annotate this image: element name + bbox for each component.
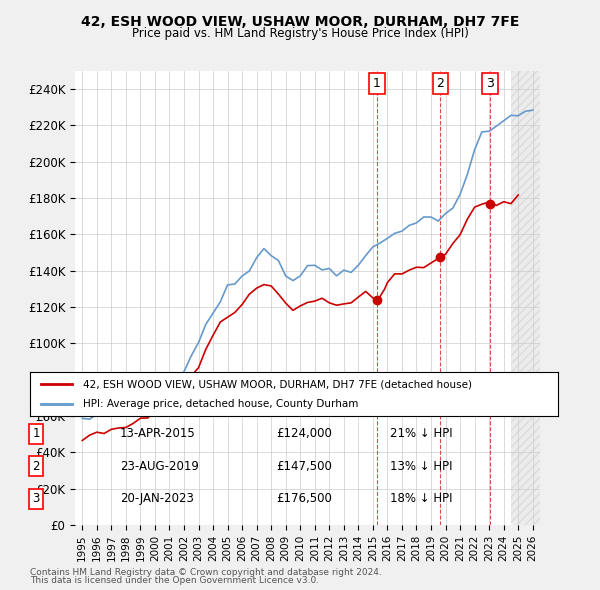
Text: Contains HM Land Registry data © Crown copyright and database right 2024.: Contains HM Land Registry data © Crown c… (30, 568, 382, 577)
Text: 18% ↓ HPI: 18% ↓ HPI (390, 492, 452, 505)
Text: 13% ↓ HPI: 13% ↓ HPI (390, 460, 452, 473)
Text: 20-JAN-2023: 20-JAN-2023 (120, 492, 194, 505)
Text: 3: 3 (486, 77, 494, 90)
Bar (511, 71, 540, 525)
Text: 21% ↓ HPI: 21% ↓ HPI (390, 427, 452, 440)
Text: £147,500: £147,500 (276, 460, 332, 473)
Text: Price paid vs. HM Land Registry's House Price Index (HPI): Price paid vs. HM Land Registry's House … (131, 27, 469, 40)
Text: 23-AUG-2019: 23-AUG-2019 (120, 460, 199, 473)
Text: £124,000: £124,000 (276, 427, 332, 440)
Text: 2: 2 (436, 77, 444, 90)
Text: 1: 1 (373, 77, 381, 90)
Text: 3: 3 (32, 492, 40, 505)
Text: HPI: Average price, detached house, County Durham: HPI: Average price, detached house, Coun… (83, 399, 358, 408)
Text: £176,500: £176,500 (276, 492, 332, 505)
Text: 13-APR-2015: 13-APR-2015 (120, 427, 196, 440)
Text: This data is licensed under the Open Government Licence v3.0.: This data is licensed under the Open Gov… (30, 576, 319, 585)
Text: 1: 1 (32, 427, 40, 440)
Text: 2: 2 (32, 460, 40, 473)
Text: 42, ESH WOOD VIEW, USHAW MOOR, DURHAM, DH7 7FE: 42, ESH WOOD VIEW, USHAW MOOR, DURHAM, D… (81, 15, 519, 29)
Text: 42, ESH WOOD VIEW, USHAW MOOR, DURHAM, DH7 7FE (detached house): 42, ESH WOOD VIEW, USHAW MOOR, DURHAM, D… (83, 379, 472, 389)
